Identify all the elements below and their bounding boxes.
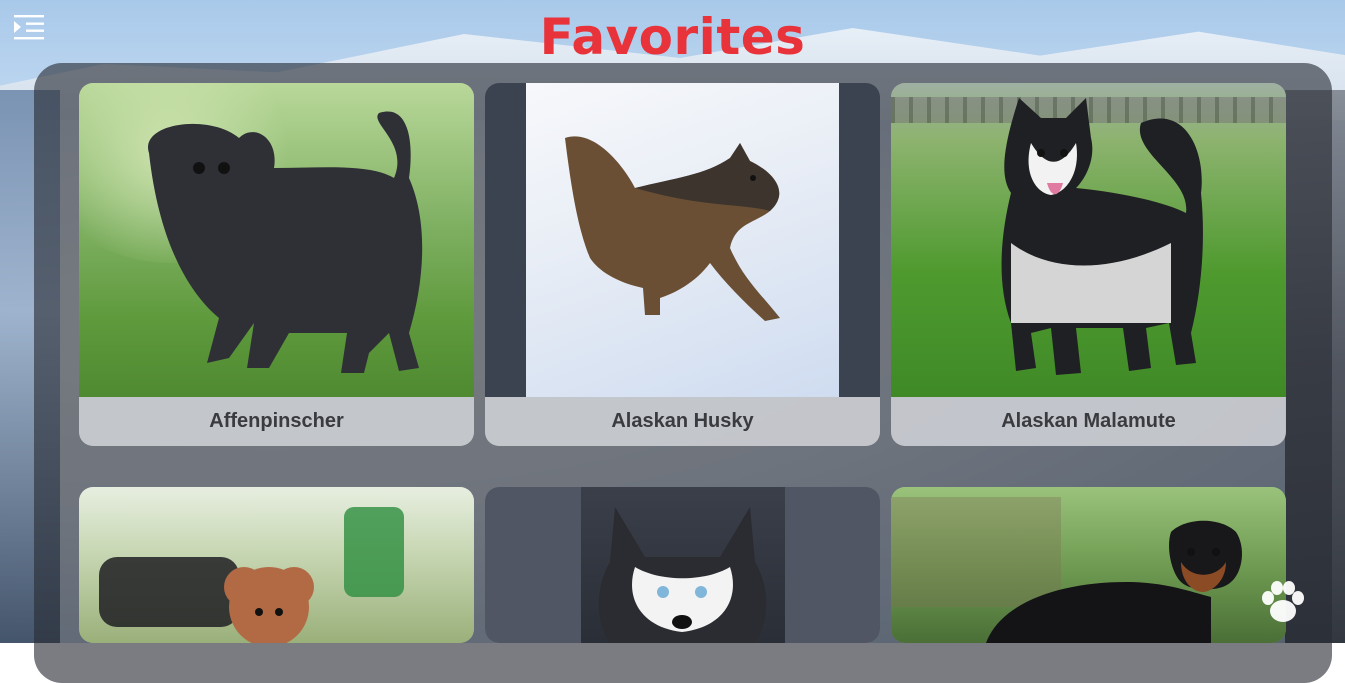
breed-card-rottweiler[interactable] xyxy=(891,487,1286,643)
alaskan-husky-dog-image xyxy=(565,136,780,321)
paw-button[interactable] xyxy=(1255,578,1311,628)
breed-photo xyxy=(891,83,1286,397)
breed-card-label: Alaskan Malamute xyxy=(891,397,1286,446)
breed-card-alaskan-husky[interactable]: Alaskan Husky xyxy=(485,83,880,446)
breed-card-affenpinscher[interactable]: Affenpinscher xyxy=(79,83,474,446)
poodle-dog-image xyxy=(99,507,404,643)
affenpinscher-dog-image xyxy=(148,111,423,374)
siberian-husky-dog-image xyxy=(598,507,767,643)
breed-photo xyxy=(485,487,880,643)
rottweiler-dog-image xyxy=(891,497,1243,643)
breed-card-poodle[interactable] xyxy=(79,487,474,643)
breed-photo xyxy=(79,83,474,397)
breed-photo xyxy=(79,487,474,643)
alaskan-malamute-dog-image xyxy=(1001,98,1203,375)
breed-photo xyxy=(891,487,1286,643)
breed-photo xyxy=(485,83,880,397)
breed-card-siberian-husky[interactable] xyxy=(485,487,880,643)
breed-card-label: Alaskan Husky xyxy=(485,397,880,446)
page-title: Favorites xyxy=(539,8,806,66)
breed-card-label: Affenpinscher xyxy=(79,397,474,446)
menu-button[interactable] xyxy=(12,10,46,44)
menu-indent-icon xyxy=(14,15,44,40)
photo-background xyxy=(485,83,880,397)
paw-icon xyxy=(1262,581,1304,622)
breed-card-alaskan-malamute[interactable]: Alaskan Malamute xyxy=(891,83,1286,446)
